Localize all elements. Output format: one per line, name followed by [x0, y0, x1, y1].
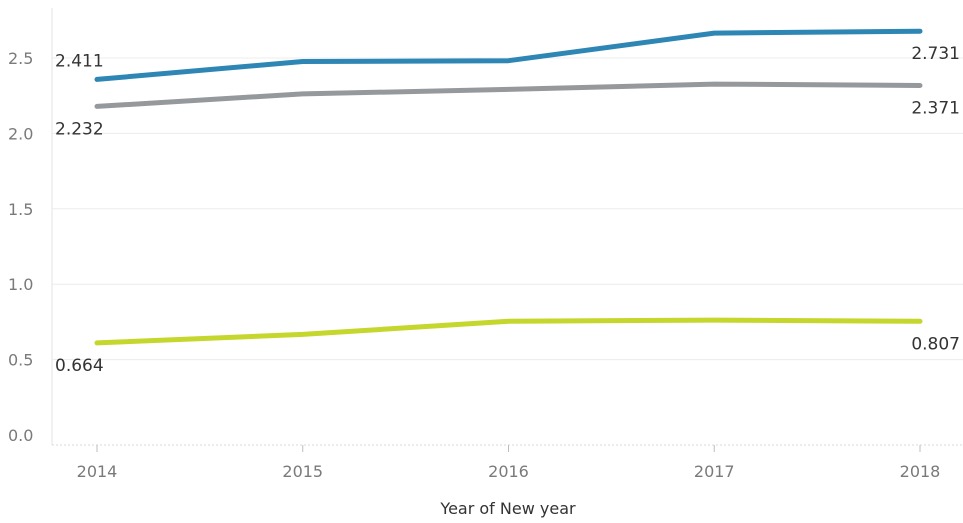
x-tick-label: 2016	[488, 462, 529, 481]
series-lines	[94, 28, 923, 346]
y-tick-label: 1.0	[8, 275, 33, 294]
y-tick-label: 2.5	[8, 49, 33, 68]
data-label-end: 0.807	[911, 334, 960, 354]
x-tick-label: 2018	[900, 462, 941, 481]
data-label-end: 2.371	[911, 98, 960, 118]
y-tick-label: 2.0	[8, 124, 33, 143]
data-labels: 2.411 2.731 2.232 2.371 0.664 0.807	[55, 44, 960, 376]
x-tick-label: 2017	[694, 462, 735, 481]
series-line-2	[94, 81, 923, 109]
y-tick-label: 0.5	[8, 351, 33, 370]
data-label-start: 2.232	[55, 119, 104, 139]
x-tick-label: 2014	[77, 462, 118, 481]
gridlines	[51, 8, 963, 445]
y-tick-label: 1.5	[8, 200, 33, 219]
x-axis: 2014 2015 2016 2017 2018	[52, 444, 963, 481]
data-label-start: 0.664	[55, 356, 104, 376]
data-label-start: 2.411	[55, 51, 104, 71]
series-line-1	[94, 28, 923, 82]
series-line-3	[94, 317, 923, 346]
y-axis-ticks: 0.0 0.5 1.0 1.5 2.0 2.5	[8, 49, 33, 445]
x-tick-label: 2015	[282, 462, 323, 481]
x-axis-title: Year of New year	[440, 499, 576, 518]
y-tick-label: 0.0	[8, 426, 33, 445]
data-label-end: 2.731	[911, 44, 960, 64]
